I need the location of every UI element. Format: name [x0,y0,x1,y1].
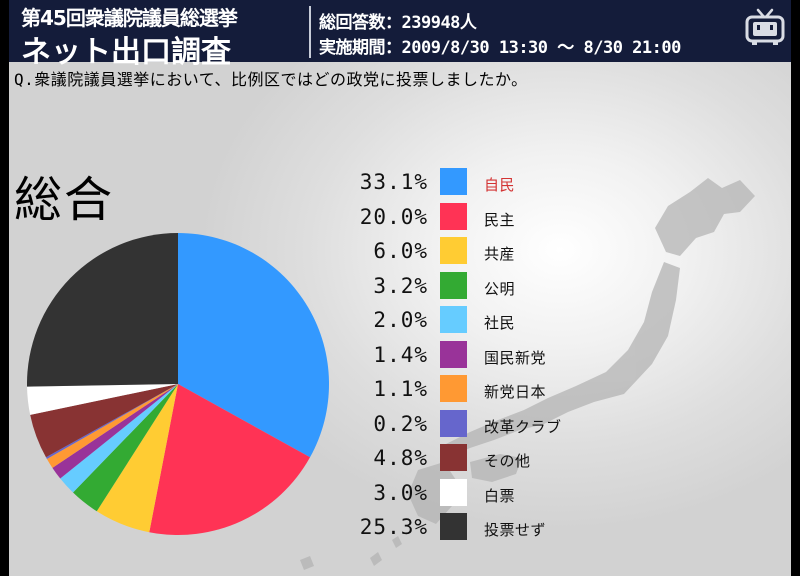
legend-label: 投票せず [484,521,547,539]
legend-value: 25.3% [359,515,428,539]
legend-item: 33.1% 自民 [340,166,660,200]
legend-item: 6.0% 共産 [340,235,660,269]
election-name: 第45回衆議院議員総選挙 [21,6,238,30]
legend-swatch [440,168,467,195]
legend-swatch [440,340,467,368]
legend-label: 改革クラブ [484,417,562,436]
legend-value: 3.0% [373,480,428,505]
legend-value: 3.2% [373,273,428,298]
legend-value: 6.0% [373,239,428,263]
legend-item: 3.0% 白票 [340,477,660,511]
legend-value: 2.0% [373,308,428,332]
legend-label: 自民 [484,176,516,194]
legend-label: 社民 [484,314,516,332]
legend-value: 0.2% [373,411,428,436]
legend-item: 4.8% その他 [340,442,660,476]
legend-swatch [440,409,467,437]
legend-value: 1.1% [373,377,428,401]
legend-label: 民主 [484,210,516,229]
legend-item: 3.2% 公明 [340,270,660,304]
chart-title: 総合 [14,172,115,228]
legend-value: 1.4% [373,342,428,367]
legend-swatch [440,237,467,264]
legend-value: 4.8% [373,446,428,470]
survey-title: ネット出口調査 [21,35,231,70]
right-frame-border [791,0,800,576]
legend-label: その他 [484,452,531,470]
legend-item: 1.4% 国民新党 [340,339,660,373]
legend-value: 20.0% [359,204,428,229]
legend-label: 共産 [484,245,516,263]
pie-slice-2 [96,384,178,533]
legend-label: 公明 [484,279,516,298]
legend-swatch [440,478,467,506]
header-divider [309,6,311,58]
pie-slice-3 [73,384,178,512]
total-answers-text: 総回答数：239948人 [319,13,477,33]
pie-slice-0 [178,233,330,458]
niconico-tv-icon [745,8,785,45]
pie-slice-6 [46,384,178,468]
pie-slice-5 [52,384,178,479]
legend-item: 1.1% 新党日本 [340,373,660,407]
pie-slice-10 [26,232,179,387]
pie-slice-8 [30,384,179,458]
pie-slice-9 [27,384,178,415]
legend-label: 白票 [484,486,516,505]
legend-label: 新党日本 [484,383,547,401]
legend-swatch [440,271,467,299]
pie-slice-1 [149,384,311,535]
legend-value: 33.1% [359,170,428,194]
legend-swatch [440,444,467,471]
legend-swatch [440,513,467,540]
pie-slice-7 [45,384,179,459]
survey-period-text: 実施期間：2009/8/30 13:30 ～ 8/30 21:00 [319,38,681,58]
left-frame-border [0,0,9,576]
legend-item: 20.0% 民主 [340,201,660,235]
legend-item: 0.2% 改革クラブ [340,408,660,442]
legend-swatch [440,202,467,230]
pie-slice-4 [60,384,178,493]
legend-swatch [440,375,467,402]
legend-item: 2.0% 社民 [340,304,660,338]
header-bar: 第45回衆議院議員総選挙 ネット出口調査 総回答数：239948人 実施期間：2… [9,0,791,70]
legend-item: 25.3% 投票せず [340,511,660,545]
legend-swatch [440,306,467,333]
survey-question: Q.衆議院議員選挙において、比例区ではどの政党に投票しましたか。 [14,70,528,89]
legend-label: 国民新党 [484,348,547,367]
